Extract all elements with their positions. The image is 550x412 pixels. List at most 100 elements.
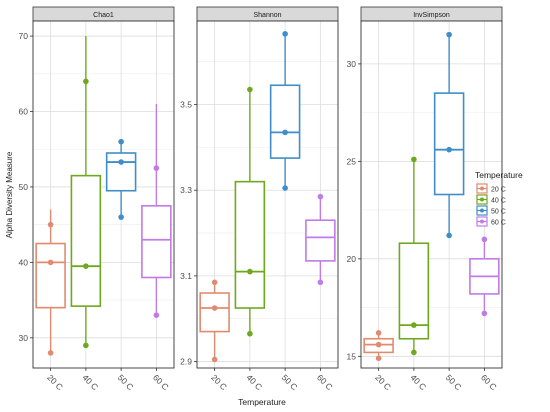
legend-key-point xyxy=(480,219,484,224)
box-invsimpson-50-c xyxy=(433,31,465,239)
data-point xyxy=(247,330,253,337)
box-body xyxy=(141,205,172,279)
y-tick-label: 40 xyxy=(19,257,29,267)
x-tick-label: 50 C xyxy=(444,372,464,392)
y-tick-label: 3.5 xyxy=(180,100,192,110)
legend-item-20-c: 20 C xyxy=(476,183,506,194)
data-point xyxy=(411,349,417,356)
data-point xyxy=(481,310,488,317)
x-tick-label: 50 C xyxy=(116,372,136,392)
x-tick-label: 50 C xyxy=(280,372,300,392)
y-tick-label: 70 xyxy=(19,31,29,41)
legend: Temperature 20 C 40 C 50 C 60 C xyxy=(475,170,523,227)
box-shannon-60-c xyxy=(305,193,336,286)
x-tick-label: 60 C xyxy=(479,372,499,392)
legend-item-50-c: 50 C xyxy=(476,205,506,216)
legend-key-point xyxy=(480,208,484,213)
y-tick-label: 30 xyxy=(19,333,29,343)
y-tick-label: 2.9 xyxy=(180,357,192,367)
facet-title-chao1: Chao1 xyxy=(93,12,114,19)
data-point xyxy=(446,232,452,239)
x-tick-label: 20 C xyxy=(209,372,229,392)
data-point xyxy=(375,330,382,336)
y-axis-title: Alpha Diversity Measure xyxy=(5,151,14,238)
panel-border-chao1 xyxy=(32,20,175,369)
data-point xyxy=(411,322,417,328)
y-tick-label: 20 xyxy=(347,254,357,264)
data-point xyxy=(83,342,89,349)
y-tick-label: 3.1 xyxy=(180,271,192,281)
data-point xyxy=(317,193,324,200)
data-point xyxy=(83,78,89,85)
legend-item-60-c: 60 C xyxy=(476,216,506,227)
box-body xyxy=(35,242,66,309)
plot-background-chao1 xyxy=(33,21,174,368)
x-tick-label: 60 C xyxy=(151,372,171,392)
x-tick-label: 20 C xyxy=(373,372,393,392)
data-point xyxy=(446,31,452,38)
data-point xyxy=(47,350,54,356)
x-axis-title: Temperature xyxy=(238,397,286,407)
data-point xyxy=(211,305,218,311)
box-body xyxy=(234,180,266,309)
box-invsimpson-60-c xyxy=(469,236,500,317)
data-point xyxy=(282,129,288,136)
data-point xyxy=(247,268,253,275)
data-point xyxy=(481,236,488,243)
facet-title-shannon: Shannon xyxy=(253,12,281,19)
box-chao1-60-c xyxy=(141,103,172,318)
y-tick-label: 30 xyxy=(347,59,357,69)
data-point xyxy=(83,263,89,269)
box-shannon-20-c xyxy=(199,279,230,363)
data-point xyxy=(211,279,218,286)
box-chao1-40-c xyxy=(70,36,102,349)
data-point xyxy=(247,86,253,93)
y-tick-label: 60 xyxy=(19,107,29,117)
legend-key-point xyxy=(480,197,484,202)
facet-panels: Chao1 30 40 50 60 70 20 C 40 C 50 C 60 C Shannon 2.… xyxy=(19,6,503,392)
data-point xyxy=(118,138,124,145)
legend-item-40-c: 40 C xyxy=(476,194,506,205)
x-tick-label: 40 C xyxy=(244,372,264,392)
x-tick-label: 20 C xyxy=(45,372,65,392)
legend-title: Temperature xyxy=(475,170,523,180)
panel-border-shannon xyxy=(196,20,339,369)
data-point xyxy=(118,159,124,165)
legend-label: 60 C xyxy=(491,220,506,227)
data-point xyxy=(317,279,324,286)
box-invsimpson-20-c xyxy=(363,330,394,362)
legend-key-point xyxy=(480,186,484,191)
legend-label: 40 C xyxy=(491,198,506,205)
panel-shannon: Shannon 2.9 3.1 3.3 3.5 20 C 40 C 50 C 60 C xyxy=(180,6,339,392)
legend-label: 20 C xyxy=(491,187,506,194)
legend-label: 50 C xyxy=(491,209,506,216)
panel-invsimpson: InvSimpson 15 20 25 30 20 C 40 C 50 C 60 C xyxy=(347,6,503,392)
facet-title-invsimpson: InvSimpson xyxy=(413,12,450,19)
x-tick-label: 60 C xyxy=(315,372,335,392)
x-tick-label: 40 C xyxy=(408,372,428,392)
box-body xyxy=(105,152,137,192)
data-point xyxy=(446,146,452,153)
box-body xyxy=(199,292,230,333)
data-point xyxy=(375,341,382,348)
x-tick-label: 40 C xyxy=(80,372,100,392)
y-tick-label: 25 xyxy=(347,156,357,166)
data-point xyxy=(411,156,417,163)
y-tick-label: 50 xyxy=(19,182,29,192)
data-point xyxy=(47,221,54,228)
box-chao1-50-c xyxy=(105,138,137,220)
box-chao1-20-c xyxy=(35,209,66,356)
data-point xyxy=(375,355,382,362)
box-body xyxy=(305,219,336,262)
data-point xyxy=(211,356,218,363)
panel-chao1: Chao1 30 40 50 60 70 20 C 40 C 50 C 60 C xyxy=(19,6,175,392)
panel-border-invsimpson xyxy=(360,20,503,369)
box-body xyxy=(269,84,301,159)
data-point xyxy=(153,165,160,171)
box-body xyxy=(433,92,465,196)
data-point xyxy=(153,312,160,318)
box-shannon-40-c xyxy=(234,86,266,337)
box-body xyxy=(70,174,102,307)
box-invsimpson-40-c xyxy=(398,156,430,356)
